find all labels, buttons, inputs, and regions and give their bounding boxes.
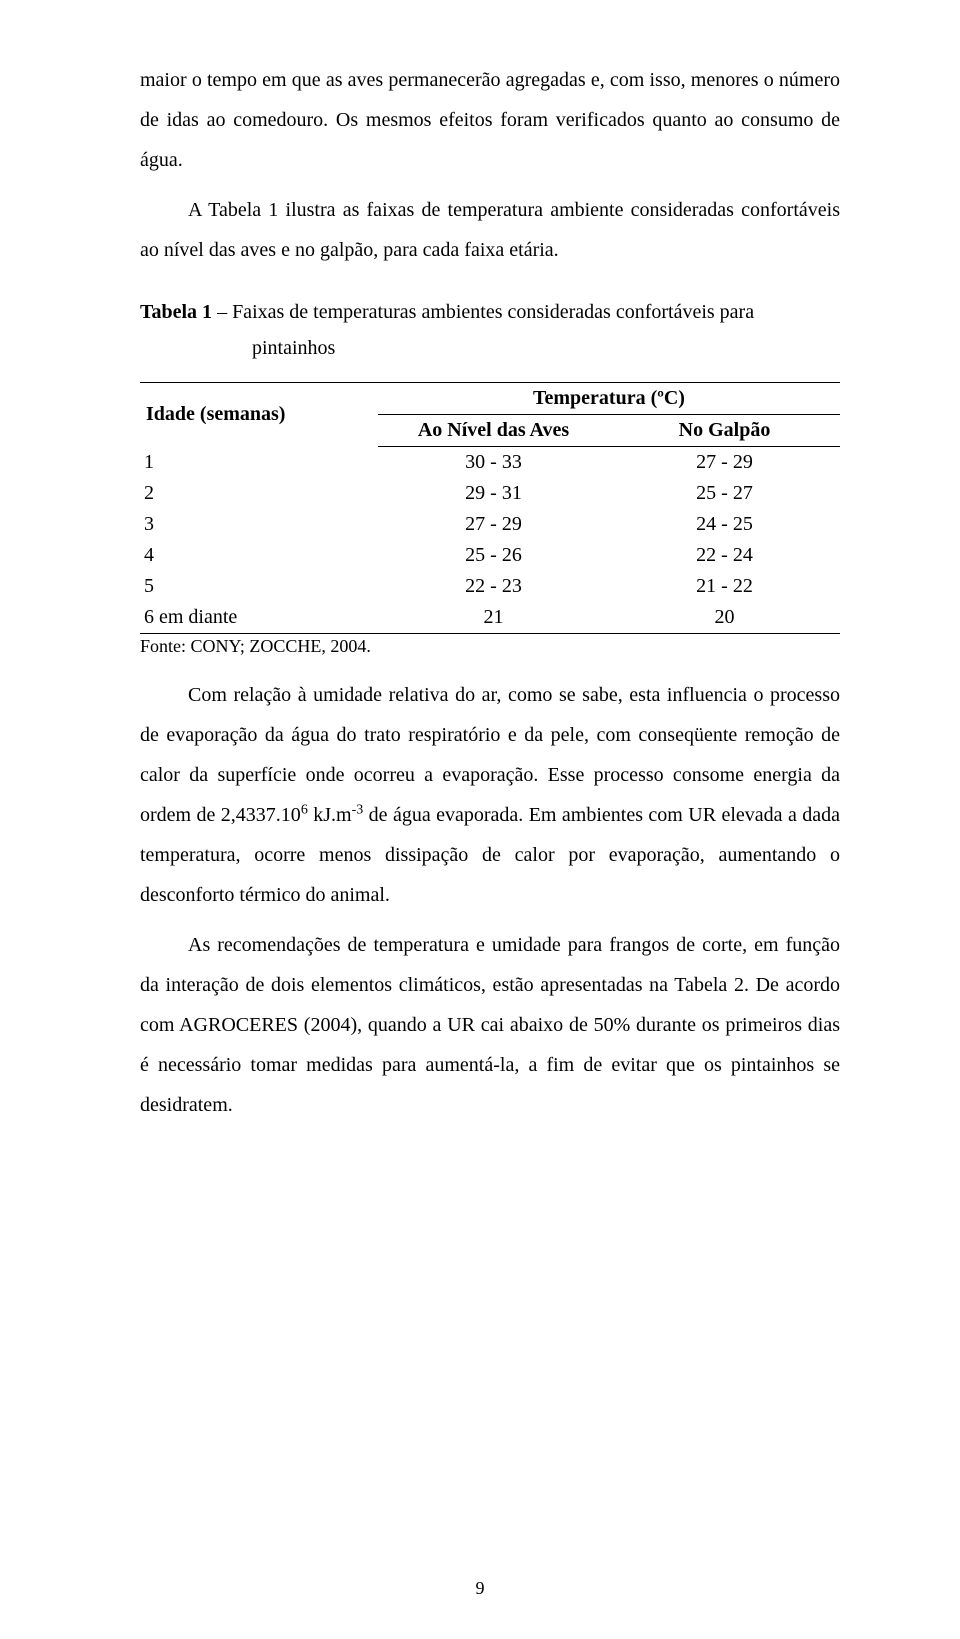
cell-aves: 29 - 31 xyxy=(378,478,609,509)
p3-mid: kJ.m xyxy=(308,804,352,826)
cell-age: 4 xyxy=(140,540,378,571)
table-col-1-header: Ao Nível das Aves xyxy=(378,415,609,447)
table-row: 2 29 - 31 25 - 27 xyxy=(140,478,840,509)
table-source: Fonte: CONY; ZOCCHE, 2004. xyxy=(140,636,840,657)
cell-aves: 27 - 29 xyxy=(378,509,609,540)
table-span-header: Temperatura (ºC) xyxy=(378,383,840,415)
paragraph-1: maior o tempo em que as aves permanecerã… xyxy=(140,60,840,180)
table-col-2-header: No Galpão xyxy=(609,415,840,447)
table-row: 4 25 - 26 22 - 24 xyxy=(140,540,840,571)
table-1-caption: Tabela 1 – Faixas de temperaturas ambien… xyxy=(140,294,840,366)
cell-galpao: 27 - 29 xyxy=(609,447,840,479)
p3-sup2: -3 xyxy=(352,802,364,817)
paragraph-3: Com relação à umidade relativa do ar, co… xyxy=(140,675,840,915)
p3-sup1: 6 xyxy=(301,802,308,817)
cell-age: 2 xyxy=(140,478,378,509)
cell-aves: 25 - 26 xyxy=(378,540,609,571)
page: maior o tempo em que as aves permanecerã… xyxy=(0,0,960,1639)
paragraph-4: As recomendações de temperatura e umidad… xyxy=(140,925,840,1125)
page-number: 9 xyxy=(0,1578,960,1599)
table-1: Idade (semanas) Temperatura (ºC) Ao Níve… xyxy=(140,382,840,634)
cell-galpao: 24 - 25 xyxy=(609,509,840,540)
table-row: 6 em diante 21 20 xyxy=(140,602,840,634)
table-row: 5 22 - 23 21 - 22 xyxy=(140,571,840,602)
table-row-header: Idade (semanas) xyxy=(140,383,378,447)
table-caption-label: Tabela 1 xyxy=(140,301,212,323)
cell-aves: 22 - 23 xyxy=(378,571,609,602)
table-row: 1 30 - 33 27 - 29 xyxy=(140,447,840,479)
table-caption-dash: – xyxy=(212,301,232,323)
cell-age: 5 xyxy=(140,571,378,602)
cell-aves: 21 xyxy=(378,602,609,634)
paragraph-2: A Tabela 1 ilustra as faixas de temperat… xyxy=(140,190,840,270)
cell-galpao: 20 xyxy=(609,602,840,634)
cell-age: 1 xyxy=(140,447,378,479)
table-row: 3 27 - 29 24 - 25 xyxy=(140,509,840,540)
cell-galpao: 25 - 27 xyxy=(609,478,840,509)
cell-aves: 30 - 33 xyxy=(378,447,609,479)
cell-galpao: 21 - 22 xyxy=(609,571,840,602)
table-caption-text: Faixas de temperaturas ambientes conside… xyxy=(232,301,754,359)
cell-age: 3 xyxy=(140,509,378,540)
cell-galpao: 22 - 24 xyxy=(609,540,840,571)
cell-age: 6 em diante xyxy=(140,602,378,634)
